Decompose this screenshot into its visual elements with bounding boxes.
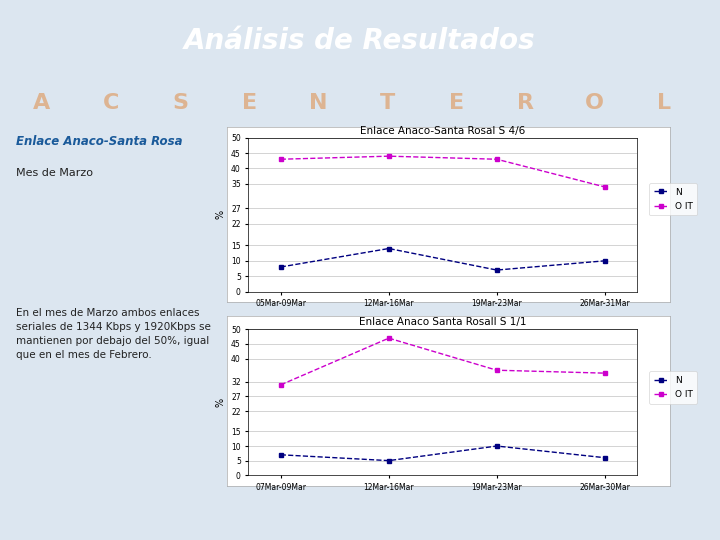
Legend: N, O IT: N, O IT: [649, 183, 697, 215]
Y-axis label: %: %: [215, 398, 225, 407]
Text: N: N: [309, 92, 328, 113]
Text: T: T: [379, 92, 395, 113]
Text: Enlace Anaco-Santa Rosa: Enlace Anaco-Santa Rosa: [16, 135, 182, 148]
Text: E: E: [449, 92, 464, 113]
Y-axis label: %: %: [215, 210, 225, 219]
Title: Enlace Anaco-Santa Rosal S 4/6: Enlace Anaco-Santa Rosal S 4/6: [360, 125, 526, 136]
Text: Análisis de Resultados: Análisis de Resultados: [184, 26, 536, 55]
Text: C: C: [103, 92, 119, 113]
Legend: N, O IT: N, O IT: [649, 372, 697, 404]
Title: Enlace Anaco Santa Rosall S 1/1: Enlace Anaco Santa Rosall S 1/1: [359, 317, 526, 327]
Text: R: R: [517, 92, 534, 113]
Text: S: S: [172, 92, 188, 113]
Text: O: O: [585, 92, 604, 113]
Text: Mes de Marzo: Mes de Marzo: [16, 168, 93, 178]
Text: L: L: [657, 92, 671, 113]
Text: A: A: [33, 92, 50, 113]
Text: E: E: [241, 92, 257, 113]
Text: En el mes de Marzo ambos enlaces
seriales de 1344 Kbps y 1920Kbps se
mantienen p: En el mes de Marzo ambos enlaces seriale…: [16, 308, 211, 360]
